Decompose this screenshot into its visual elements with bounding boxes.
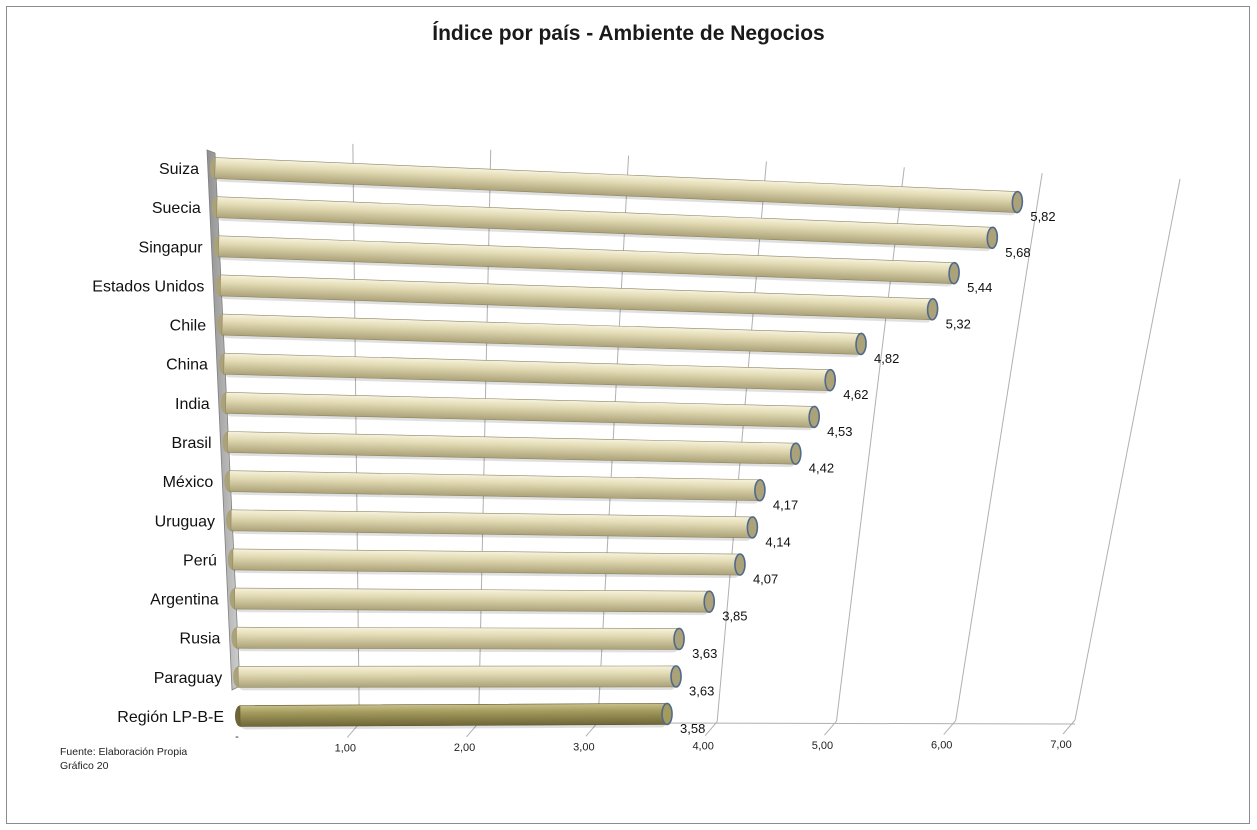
gridline-6	[955, 173, 1043, 721]
data-label: 4,82	[874, 351, 899, 366]
bar	[211, 196, 999, 252]
bar	[215, 274, 939, 323]
bar	[224, 470, 766, 504]
data-label: 5,44	[967, 280, 992, 295]
x-tick-label: 6,00	[931, 740, 952, 752]
bar	[209, 157, 1024, 216]
category-label: Paraguay	[154, 670, 223, 687]
bar-highlight	[234, 702, 673, 730]
bar	[227, 548, 746, 579]
gridline-7	[1074, 178, 1181, 721]
bar-end-cap	[670, 665, 682, 688]
bar-body	[221, 313, 862, 355]
category-label: Singapur	[139, 239, 204, 256]
x-tick-label: 7,00	[1050, 739, 1071, 751]
category-label: Chile	[170, 318, 207, 335]
data-label: 4,07	[753, 572, 778, 587]
data-label: 4,17	[773, 497, 798, 512]
bar	[231, 626, 685, 653]
x-tick-label: 1,00	[335, 742, 356, 754]
source-note: Fuente: Elaboración Propia	[60, 746, 188, 758]
data-label: 5,32	[946, 316, 971, 331]
bar	[233, 665, 682, 691]
bar-body	[234, 587, 710, 613]
gridline-3	[597, 155, 630, 723]
data-label: 4,42	[809, 461, 834, 476]
category-label: Estados Unidos	[92, 278, 204, 295]
bar-end-cap	[661, 702, 673, 726]
category-label: China	[166, 357, 208, 374]
bar-end-cap	[855, 332, 867, 356]
bar-body	[228, 470, 761, 502]
bar-end-cap	[926, 297, 939, 321]
bar	[220, 392, 820, 431]
data-label: 4,53	[827, 424, 852, 439]
category-label: Brasil	[171, 435, 211, 452]
bar-body	[239, 703, 668, 727]
data-label: 4,62	[843, 387, 868, 402]
bars-layer	[209, 157, 1024, 730]
bar-body	[236, 626, 680, 650]
figure-number: Gráfico 20	[60, 760, 109, 772]
x-tick-label: -	[235, 731, 239, 743]
bar-body	[237, 665, 677, 688]
bar-end-cap	[703, 590, 716, 613]
category-label: Perú	[183, 552, 217, 569]
x-tick-label: 2,00	[454, 742, 475, 754]
data-label: 3,85	[722, 609, 747, 624]
bar-end-cap	[789, 442, 802, 465]
gridline-foot-7	[1062, 719, 1076, 735]
gridline-5	[835, 167, 905, 722]
category-label: Suecia	[152, 200, 201, 217]
bar-end-cap	[824, 368, 837, 392]
bar-end-cap	[734, 553, 746, 576]
data-label: 3,63	[689, 683, 714, 698]
data-label: 3,63	[692, 646, 717, 661]
category-label: Argentina	[150, 592, 219, 609]
gridline-4	[716, 161, 767, 722]
x-tick-label: 3,00	[573, 741, 594, 753]
gridline-foot-5	[824, 720, 837, 736]
category-label: Uruguay	[155, 513, 215, 530]
gridline-2	[478, 149, 492, 723]
bar-end-cap	[673, 627, 685, 651]
bar	[218, 352, 837, 394]
category-label: Rusia	[180, 631, 221, 648]
bar	[229, 587, 716, 616]
bar	[213, 235, 960, 287]
chart-title: Índice por país - Ambiente de Negocios	[432, 22, 825, 45]
bar-end-cap	[754, 478, 766, 502]
data-label: 3,58	[680, 721, 705, 736]
bar	[217, 313, 867, 358]
category-label: Suiza	[159, 161, 199, 178]
gridline-foot-6	[943, 720, 957, 735]
data-label: 5,68	[1005, 245, 1030, 260]
gridline-foot-4	[704, 721, 718, 737]
bar	[226, 509, 759, 541]
bar-end-cap	[986, 226, 999, 250]
category-label: México	[163, 474, 214, 491]
bar-end-cap	[746, 516, 759, 539]
bar-end-cap	[1011, 190, 1024, 214]
x-tick-label: 5,00	[812, 740, 833, 752]
bar-end-cap	[808, 405, 820, 429]
category-label: India	[175, 396, 210, 413]
data-label: 5,82	[1030, 209, 1055, 224]
bar	[222, 431, 802, 468]
bar-end-cap	[948, 261, 960, 285]
labels-layer: - 1,00 2,00 3,00 4,00 5,00 6,00 7,00 Suiza 5,82 Su…	[92, 161, 1071, 754]
data-label: 4,14	[765, 534, 790, 549]
x-tick-label: 4,00	[692, 741, 713, 753]
category-label: Región LP-B-E	[117, 709, 224, 726]
